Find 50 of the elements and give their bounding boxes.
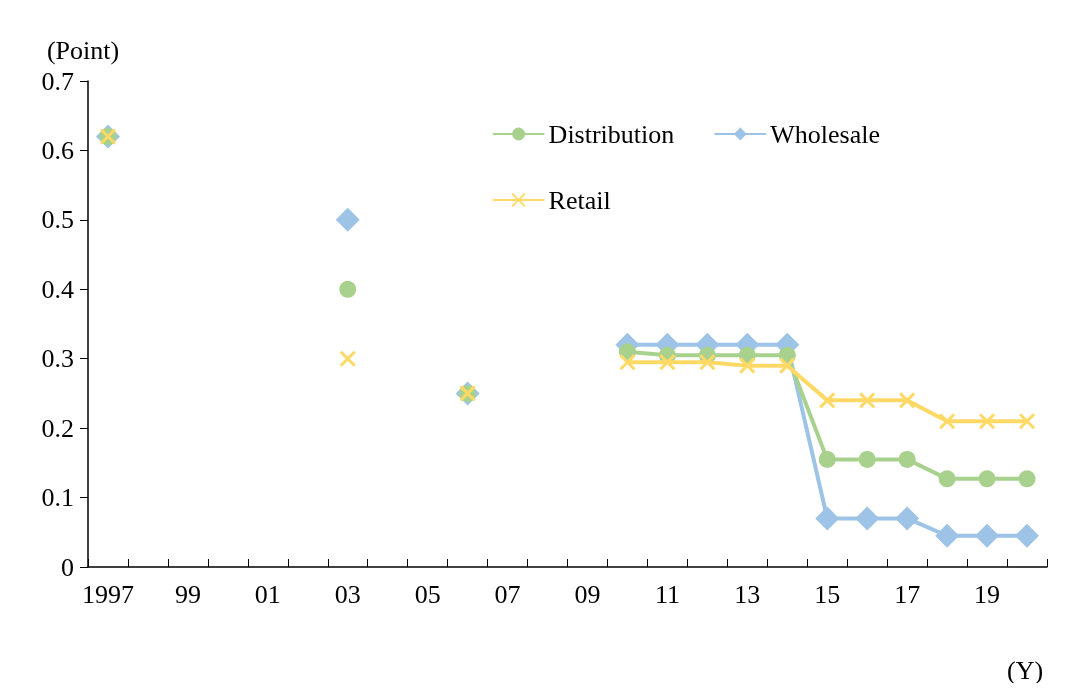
x-tick-label: 03	[334, 579, 361, 609]
point	[978, 412, 996, 430]
point	[778, 357, 796, 375]
point	[855, 506, 880, 531]
x-tick-label: 19	[974, 579, 1001, 609]
legend-label: Distribution	[548, 119, 675, 149]
point	[1018, 412, 1036, 430]
y-tick-label: 0.7	[41, 66, 74, 96]
x-tick-label: 1997	[81, 579, 134, 609]
point	[815, 506, 840, 531]
y-tick-label: 0	[61, 552, 74, 582]
point	[335, 207, 360, 232]
x-tick-label: 11	[654, 579, 680, 609]
legend-label: Retail	[548, 185, 611, 215]
legend-label: Wholesale	[770, 119, 881, 149]
point	[618, 353, 636, 371]
x-tick-label: 07	[494, 579, 521, 609]
point	[858, 450, 876, 468]
x-tick-label: 15	[814, 579, 841, 609]
x-tick-label: 13	[734, 579, 761, 609]
point	[938, 470, 956, 488]
point	[898, 391, 916, 409]
point	[975, 523, 1000, 548]
point	[938, 412, 956, 430]
point	[895, 506, 920, 531]
point	[818, 391, 836, 409]
y-tick-label: 0.2	[41, 413, 74, 443]
point	[698, 353, 716, 371]
point	[339, 350, 357, 368]
y-tick-label: 0.1	[41, 483, 74, 513]
x-tick-label: 01	[254, 579, 281, 609]
point	[1018, 470, 1036, 488]
y-tick-label: 0.6	[41, 135, 74, 165]
y-axis-title: (Point)	[46, 35, 120, 65]
point	[339, 280, 357, 298]
point	[738, 357, 756, 375]
x-tick-label: 05	[414, 579, 441, 609]
y-tick-label: 0.5	[41, 205, 74, 235]
y-tick-label: 0.4	[41, 274, 74, 304]
x-tick-label: 09	[574, 579, 601, 609]
point	[898, 450, 916, 468]
x-tick-label: 17	[894, 579, 921, 609]
x-tick-label: 99	[174, 579, 201, 609]
point	[818, 450, 836, 468]
point	[935, 523, 960, 548]
y-tick-label: 0.3	[41, 344, 74, 374]
point	[658, 353, 676, 371]
point	[978, 470, 996, 488]
point	[858, 391, 876, 409]
point	[1015, 523, 1040, 548]
